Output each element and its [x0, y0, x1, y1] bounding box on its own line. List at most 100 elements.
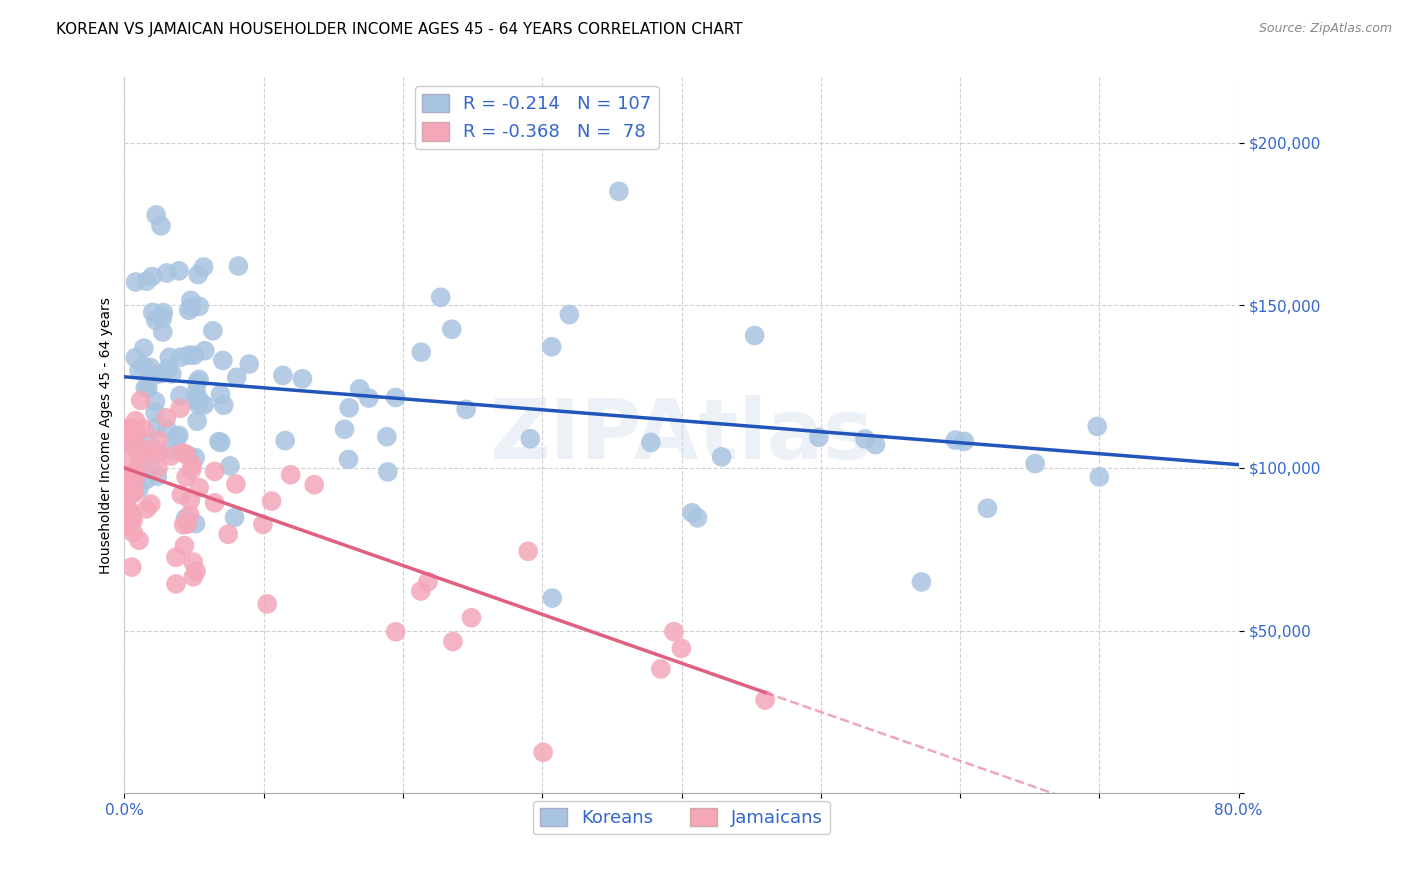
Point	[225, 477, 247, 491]
Point	[184, 516, 207, 531]
Point	[441, 634, 464, 648]
Point	[357, 391, 380, 405]
Point	[180, 301, 202, 315]
Point	[138, 461, 160, 475]
Point	[204, 464, 226, 478]
Point	[117, 501, 139, 516]
Point	[337, 401, 360, 415]
Point	[409, 584, 432, 599]
Point	[177, 449, 200, 463]
Point	[456, 402, 478, 417]
Point	[188, 372, 211, 386]
Point	[117, 437, 139, 451]
Point	[145, 313, 167, 327]
Point	[219, 458, 242, 473]
Point	[181, 555, 204, 569]
Point	[224, 510, 246, 524]
Point	[375, 430, 398, 444]
Point	[135, 274, 157, 288]
Point	[540, 340, 562, 354]
Point	[184, 564, 207, 578]
Point	[260, 494, 283, 508]
Point	[160, 367, 183, 381]
Point	[1024, 457, 1046, 471]
Point	[184, 392, 207, 407]
Point	[169, 388, 191, 402]
Point	[128, 363, 150, 377]
Point	[167, 264, 190, 278]
Point	[146, 469, 169, 483]
Point	[384, 624, 406, 639]
Point	[179, 508, 201, 522]
Point	[541, 591, 564, 606]
Point	[124, 351, 146, 365]
Point	[134, 381, 156, 395]
Point	[156, 422, 179, 436]
Point	[180, 463, 202, 477]
Point	[169, 401, 191, 416]
Point	[143, 405, 166, 419]
Point	[256, 597, 278, 611]
Point	[128, 533, 150, 548]
Point	[377, 465, 399, 479]
Point	[122, 486, 145, 500]
Point	[121, 508, 143, 522]
Point	[865, 437, 887, 451]
Point	[333, 422, 356, 436]
Point	[173, 539, 195, 553]
Point	[138, 435, 160, 450]
Point	[118, 452, 141, 467]
Point	[186, 375, 208, 389]
Point	[135, 502, 157, 516]
Point	[204, 496, 226, 510]
Point	[252, 517, 274, 532]
Text: KOREAN VS JAMAICAN HOUSEHOLDER INCOME AGES 45 - 64 YEARS CORRELATION CHART: KOREAN VS JAMAICAN HOUSEHOLDER INCOME AG…	[56, 22, 742, 37]
Point	[188, 299, 211, 313]
Y-axis label: Householder Income Ages 45 - 64 years: Householder Income Ages 45 - 64 years	[100, 297, 114, 574]
Point	[976, 501, 998, 516]
Point	[910, 574, 932, 589]
Point	[145, 394, 167, 409]
Point	[152, 325, 174, 339]
Point	[122, 480, 145, 494]
Point	[120, 516, 142, 531]
Point	[146, 461, 169, 475]
Point	[125, 425, 148, 440]
Point	[156, 266, 179, 280]
Point	[174, 511, 197, 525]
Point	[681, 506, 703, 520]
Point	[165, 550, 187, 565]
Point	[337, 452, 360, 467]
Point	[209, 387, 232, 401]
Text: ZIPAtlas: ZIPAtlas	[489, 395, 873, 476]
Point	[291, 372, 314, 386]
Point	[160, 449, 183, 463]
Point	[531, 745, 554, 759]
Point	[460, 611, 482, 625]
Point	[209, 435, 232, 450]
Point	[177, 303, 200, 318]
Point	[145, 368, 167, 382]
Point	[132, 422, 155, 436]
Point	[183, 348, 205, 362]
Point	[429, 290, 451, 304]
Point	[440, 322, 463, 336]
Point	[129, 457, 152, 471]
Point	[124, 414, 146, 428]
Point	[187, 398, 209, 412]
Point	[118, 520, 141, 534]
Point	[180, 293, 202, 308]
Point	[174, 470, 197, 484]
Point	[671, 641, 693, 656]
Point	[188, 392, 211, 407]
Point	[135, 473, 157, 487]
Point	[170, 488, 193, 502]
Point	[141, 269, 163, 284]
Point	[349, 382, 371, 396]
Point	[146, 446, 169, 460]
Point	[142, 445, 165, 459]
Point	[118, 479, 141, 493]
Point	[650, 662, 672, 676]
Point	[165, 577, 187, 591]
Point	[172, 446, 194, 460]
